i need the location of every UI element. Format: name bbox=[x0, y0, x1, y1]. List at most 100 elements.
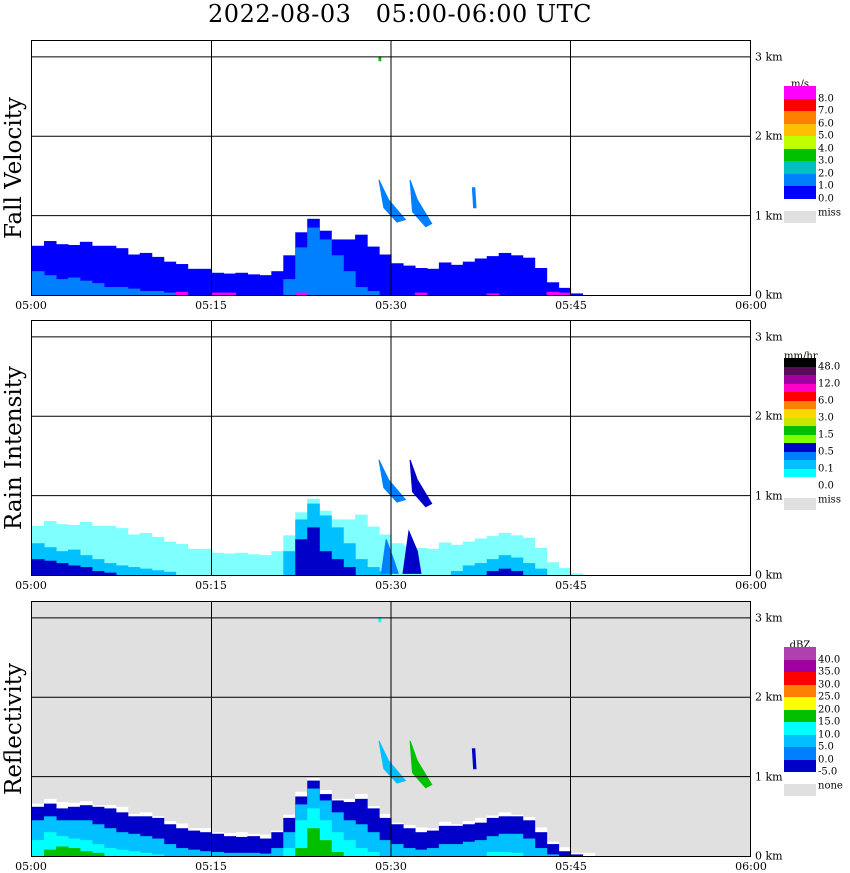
echo-cell bbox=[474, 258, 488, 295]
echo-cell bbox=[67, 565, 81, 575]
echo-cell bbox=[498, 833, 512, 856]
echo-cell bbox=[450, 544, 464, 575]
legend-swatch bbox=[784, 460, 816, 469]
echo-cell bbox=[91, 852, 105, 856]
echo-cell bbox=[199, 268, 213, 295]
legend-label: 35.0 bbox=[818, 666, 841, 678]
legend-swatch bbox=[784, 400, 816, 409]
x-tick-label: 05:30 bbox=[375, 860, 407, 873]
echo-cell bbox=[283, 848, 296, 856]
chart-title: 2022-08-03 05:00-06:00 UTC bbox=[208, 0, 592, 28]
echo-cell bbox=[91, 571, 105, 575]
echo-cell bbox=[259, 838, 272, 856]
echo-cell bbox=[402, 265, 416, 295]
legend-swatch bbox=[784, 684, 816, 697]
legend-swatch bbox=[784, 86, 816, 99]
echo-cell bbox=[79, 280, 93, 295]
x-tick-label: 05:15 bbox=[195, 860, 227, 873]
legend-label: 2.0 bbox=[818, 168, 834, 179]
echo-cell bbox=[163, 844, 177, 856]
legend-label: 8.0 bbox=[818, 93, 834, 104]
legend-swatch bbox=[784, 759, 816, 772]
legend-swatch bbox=[784, 647, 816, 660]
echo-streak bbox=[402, 529, 422, 574]
legend-swatch bbox=[784, 659, 816, 672]
echo-cell bbox=[367, 567, 380, 575]
panel-title: Rain Intensity bbox=[1, 366, 27, 530]
legend-swatch bbox=[784, 709, 816, 722]
y-tick-label: 2 km bbox=[755, 690, 783, 704]
echo-cell bbox=[307, 527, 320, 575]
legend-label: 6.0 bbox=[818, 395, 834, 406]
legend-label: 48.0 bbox=[818, 361, 841, 372]
echo-cell bbox=[211, 852, 225, 856]
echo-cell bbox=[402, 848, 416, 856]
echo-streak bbox=[409, 179, 433, 228]
legend-swatch bbox=[784, 747, 816, 760]
echo-cell bbox=[570, 573, 584, 575]
x-tick-label: 05:15 bbox=[195, 299, 227, 312]
echo-cell bbox=[127, 254, 141, 295]
echo-cell bbox=[211, 272, 225, 295]
echo-cell bbox=[223, 836, 237, 856]
legend-label: 5.0 bbox=[818, 741, 834, 753]
echo-cell bbox=[343, 567, 356, 575]
echo-cell bbox=[295, 848, 308, 856]
echo-cell bbox=[187, 849, 201, 856]
echo-cell bbox=[414, 849, 428, 856]
x-tick-label: 05:00 bbox=[15, 579, 47, 592]
legend-label: miss bbox=[818, 494, 841, 505]
echo-cell bbox=[510, 833, 524, 856]
echo-cell bbox=[223, 273, 237, 295]
y-tick-label: 0 km bbox=[755, 288, 783, 302]
echo-cell bbox=[534, 548, 548, 575]
legend-label: 0.0 bbox=[818, 480, 834, 491]
echo-cell bbox=[558, 567, 572, 575]
echo-cell bbox=[115, 528, 129, 575]
echo-cell bbox=[151, 570, 165, 575]
echo-cell bbox=[355, 234, 368, 295]
echo-cell bbox=[103, 572, 117, 575]
echo-cell bbox=[331, 832, 344, 856]
echo-cell bbox=[247, 852, 260, 856]
echo-cell bbox=[163, 261, 177, 295]
echo-cell bbox=[91, 283, 105, 295]
panel-title: Reflectivity bbox=[1, 663, 27, 795]
x-tick-label: 05:30 bbox=[375, 299, 407, 312]
x-tick-label: 05:45 bbox=[555, 579, 587, 592]
legend-label: 0.5 bbox=[818, 446, 834, 457]
echo-cell bbox=[139, 852, 153, 856]
echo-cell bbox=[139, 836, 153, 856]
echo-cell bbox=[127, 567, 141, 575]
legend-label: miss bbox=[818, 207, 841, 218]
echo-cell bbox=[43, 275, 57, 295]
echo-cell bbox=[139, 291, 153, 295]
legend-label: 0.0 bbox=[818, 193, 834, 204]
echo-streak bbox=[378, 459, 407, 503]
legend-swatch bbox=[784, 358, 816, 367]
echo-cell bbox=[151, 854, 165, 856]
echo-cell bbox=[235, 836, 248, 856]
y-tick-label: 3 km bbox=[755, 330, 783, 344]
echo-cell bbox=[139, 568, 153, 575]
legend-swatch bbox=[784, 186, 816, 199]
echo-cell bbox=[55, 279, 69, 295]
legend-label: 40.0 bbox=[818, 654, 841, 665]
echo-cell bbox=[438, 844, 452, 856]
echo-cell bbox=[295, 292, 308, 295]
echo-layer bbox=[32, 788, 560, 856]
echo-cell bbox=[522, 563, 536, 575]
echo-cell bbox=[438, 262, 452, 295]
echo-cell bbox=[187, 548, 201, 575]
echo-cell bbox=[558, 851, 572, 856]
echo-cell bbox=[151, 536, 165, 575]
legend-label: 3.0 bbox=[818, 155, 834, 167]
echo-cell bbox=[510, 852, 524, 856]
echo-streak bbox=[378, 56, 382, 62]
echo-cell bbox=[486, 852, 500, 856]
legend-swatch bbox=[784, 497, 816, 510]
heatmap-svg bbox=[32, 321, 750, 575]
echo-cell bbox=[450, 571, 464, 575]
heatmap-svg bbox=[32, 602, 750, 856]
echo-cell bbox=[474, 840, 488, 856]
